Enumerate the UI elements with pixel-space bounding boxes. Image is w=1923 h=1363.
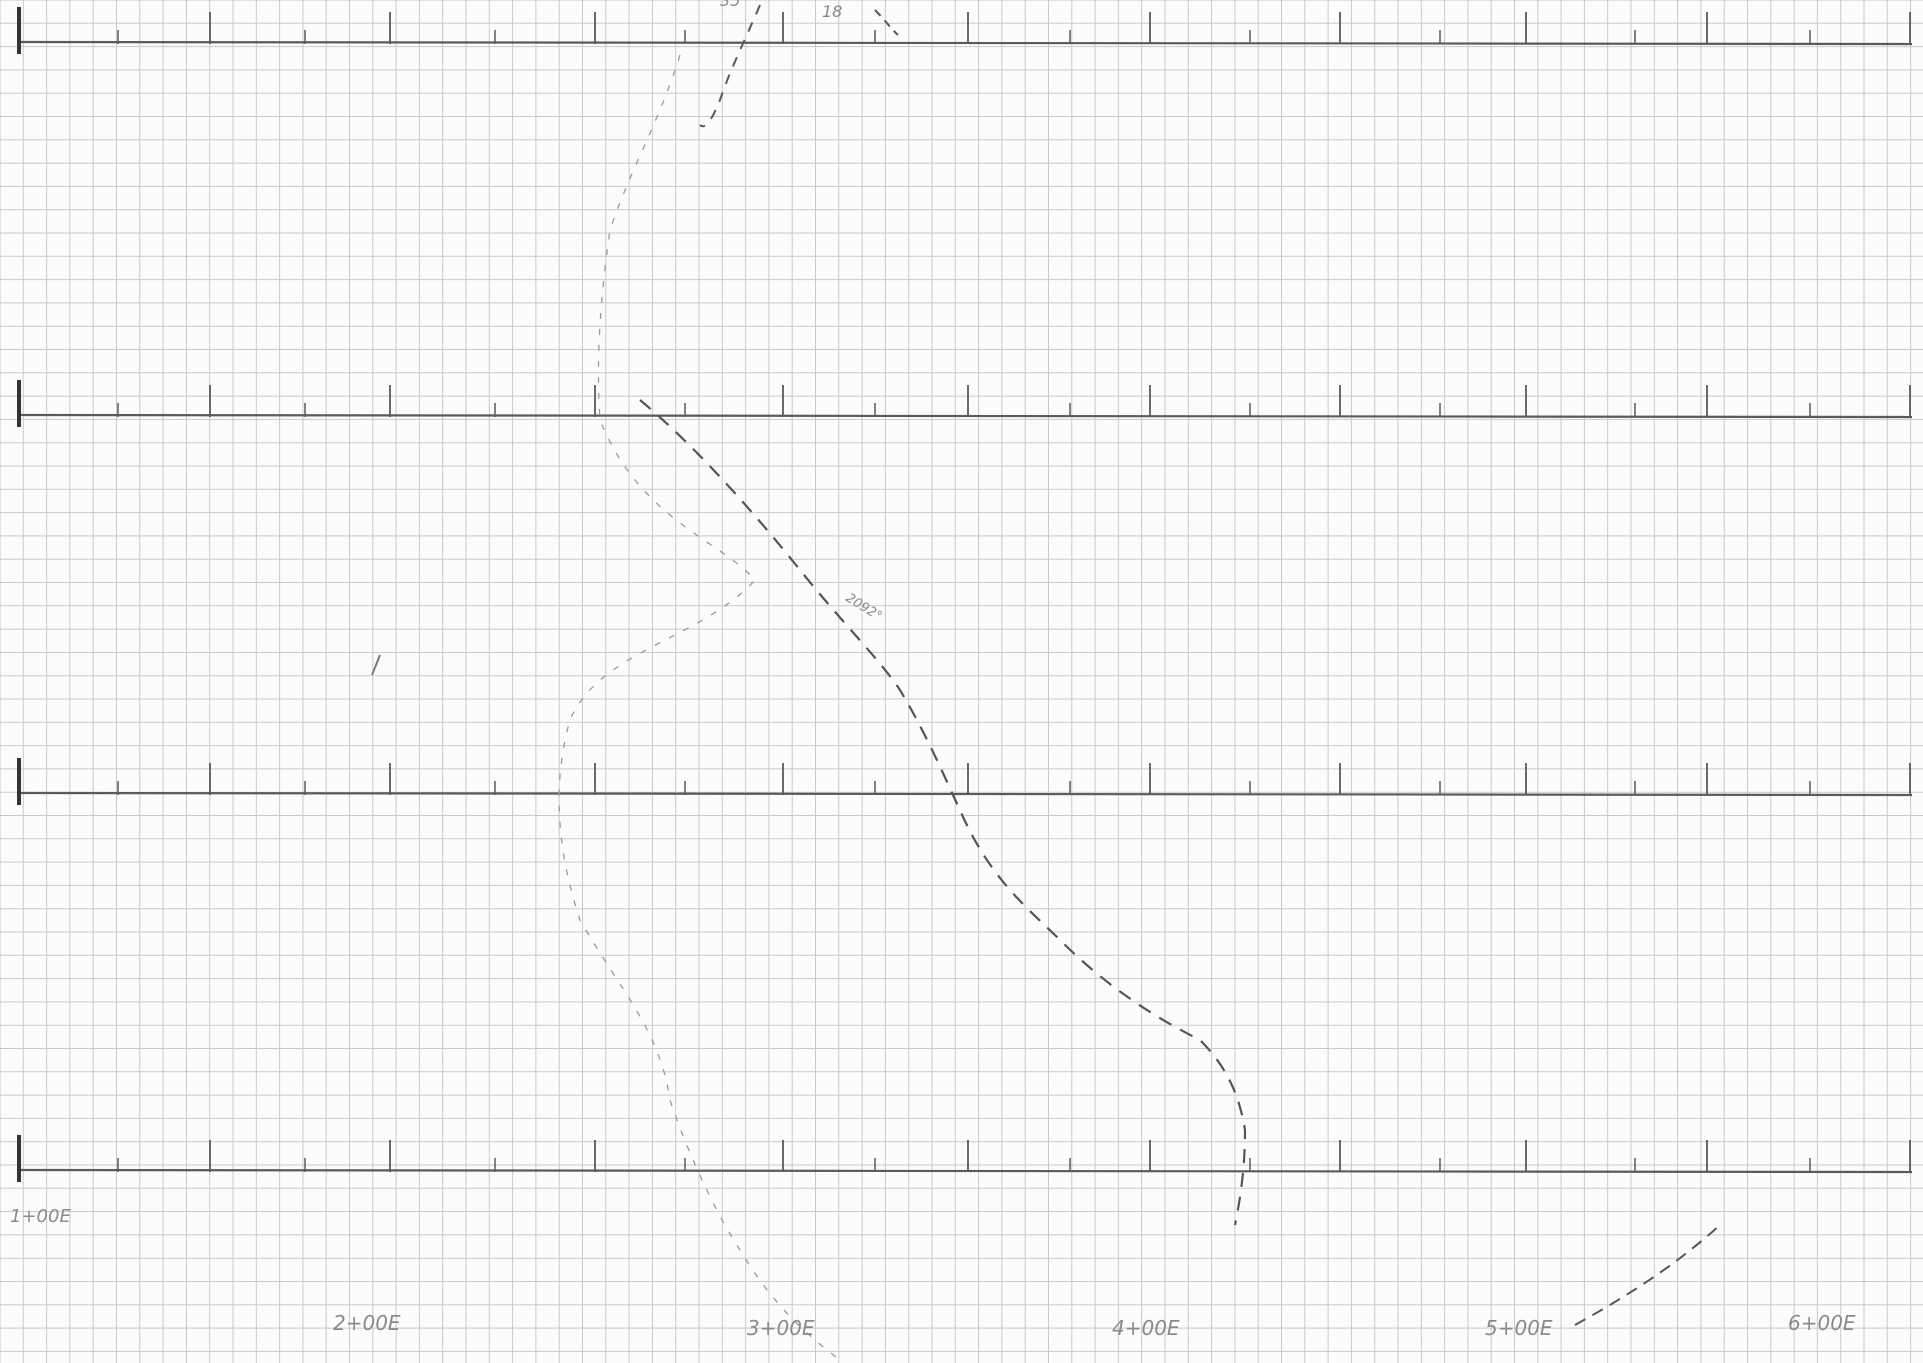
top-note-b: 18 [822, 2, 842, 21]
station-label-3: 3+00E [747, 1316, 815, 1340]
profile-baseline [17, 40, 1913, 46]
trace-curve-faint [558, 54, 841, 1361]
profile-baseline [17, 1168, 1913, 1174]
profile-baseline [17, 791, 1913, 797]
station-label-4: 4+00E [1112, 1316, 1180, 1340]
top-note-a: 35 [720, 0, 740, 10]
station-label-1: 1+00E [10, 1206, 71, 1227]
profile-lines [17, 7, 1913, 1182]
trace-short-top [874, 9, 899, 36]
trace-stray-mark [371, 654, 381, 676]
trace-dashed-west [699, 4, 761, 128]
trace-note: 2092° [843, 591, 885, 625]
trace-dashed-diagonal [639, 399, 1247, 1226]
trace-lower-right [1574, 1224, 1721, 1326]
profile-baseline [17, 413, 1913, 419]
station-label-5: 5+00E [1485, 1316, 1553, 1340]
station-label-6: 6+00E [1788, 1311, 1856, 1335]
station-label-2: 2+00E [333, 1311, 401, 1335]
